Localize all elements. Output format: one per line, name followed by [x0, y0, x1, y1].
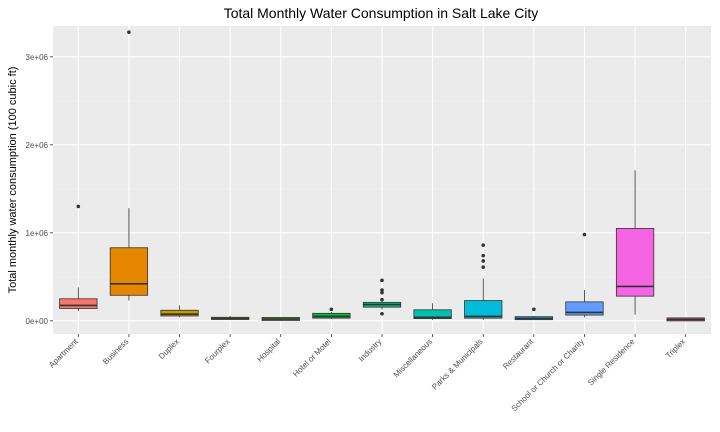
x-tick-label: Hotel or Motel [291, 337, 333, 379]
outlier-point [582, 232, 587, 237]
outlier-point [380, 290, 384, 295]
box-parks-municipals [464, 300, 503, 319]
x-tick-label: Triplex [664, 337, 687, 360]
outlier-point [380, 278, 384, 283]
outlier-point [481, 243, 486, 247]
box-miscellaneous [413, 309, 452, 319]
x-tick-label: Fourplex [203, 337, 231, 365]
x-tick-label: Apartment [47, 337, 80, 370]
x-tick-label: Parks & Municipals [430, 337, 484, 391]
x-tick-label: Duplex [157, 337, 181, 361]
y-tick-label: 1e+06 [26, 229, 49, 238]
x-tick-label: Restaurant [501, 337, 536, 372]
y-tick-label: 2e+06 [26, 141, 49, 150]
y-axis-title: Total monthly water consumption (100 cub… [7, 67, 19, 294]
y-tick-label: 3e+06 [26, 53, 49, 62]
outlier-point [532, 307, 536, 312]
box-apartment [59, 298, 98, 309]
outlier-point [380, 297, 384, 302]
chart-title: Total Monthly Water Consumption in Salt … [224, 5, 539, 21]
outlier-point [481, 259, 486, 263]
outlier-point [481, 265, 486, 269]
box-business [109, 247, 149, 296]
x-tick-label: Hospital [255, 337, 282, 364]
x-tick-label: Miscellaneous [392, 337, 434, 379]
outlier-point [76, 204, 81, 209]
box-single-residence [615, 227, 655, 297]
outlier-point [127, 30, 131, 34]
outlier-point [380, 311, 384, 316]
outlier-point [329, 307, 334, 312]
outlier-point [380, 288, 384, 292]
x-tick-label: Industry [357, 337, 383, 363]
box-duplex [160, 309, 199, 317]
y-tick-label: 0e+00 [26, 317, 49, 326]
outlier-point [481, 253, 486, 258]
x-tick-label: Business [101, 337, 130, 366]
x-tick-label: Single Residence [586, 337, 637, 388]
plot-panel: 0e+00 1e+06 2e+06 3e+06 Apartment Business Dup… [26, 26, 711, 413]
